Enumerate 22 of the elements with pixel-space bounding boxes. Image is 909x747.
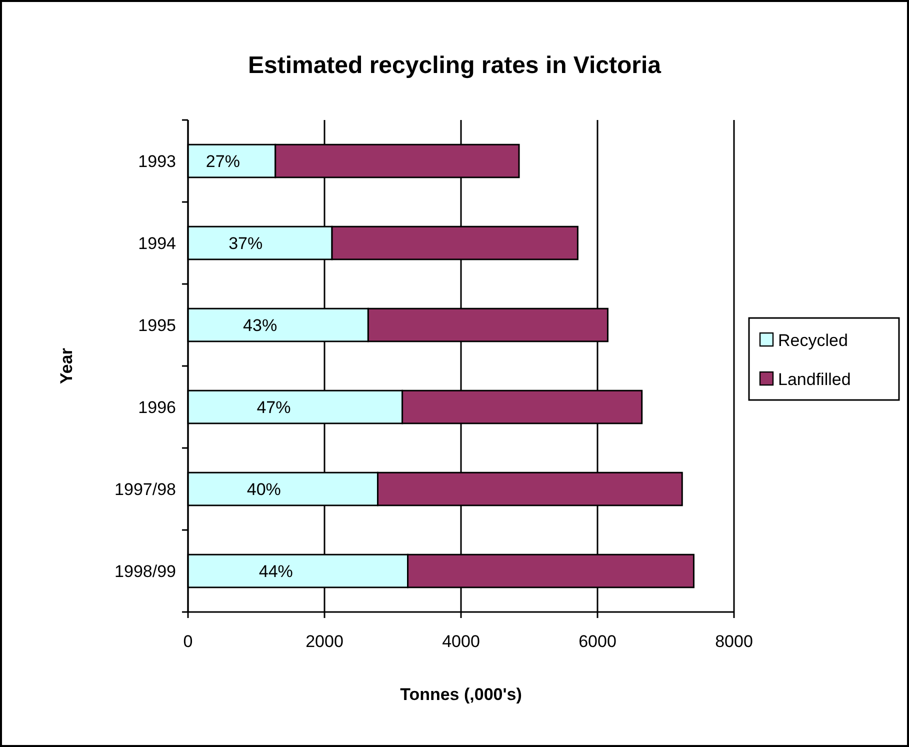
y-axis-title: Year — [57, 348, 76, 384]
annotation: 44% — [258, 562, 293, 581]
y-tick-label: 1993 — [138, 152, 176, 171]
x-tick-label: 8000 — [715, 632, 753, 651]
x-tick-label: 4000 — [442, 632, 480, 651]
y-tick-label: 1994 — [138, 234, 176, 253]
annotation: 37% — [228, 234, 263, 253]
x-axis-title: Tonnes (,000's) — [400, 685, 522, 704]
annotation: 43% — [243, 316, 278, 335]
x-tick-label: 6000 — [578, 632, 616, 651]
y-tick-label: 1996 — [138, 398, 176, 417]
annotation: 47% — [256, 398, 291, 417]
y-tick-label: 1998/99 — [114, 562, 176, 581]
legend-label: Landfilled — [778, 370, 851, 389]
x-tick-label: 0 — [183, 632, 193, 651]
annotation: 40% — [246, 480, 281, 499]
annotation: 27% — [206, 152, 240, 171]
legend-label: Recycled — [778, 331, 848, 350]
y-tick-label: 1995 — [138, 316, 176, 335]
chart-title: Estimated recycling rates in Victoria — [248, 52, 662, 79]
x-tick-label: 2000 — [306, 632, 344, 651]
y-tick-label: 1997/98 — [114, 480, 176, 499]
